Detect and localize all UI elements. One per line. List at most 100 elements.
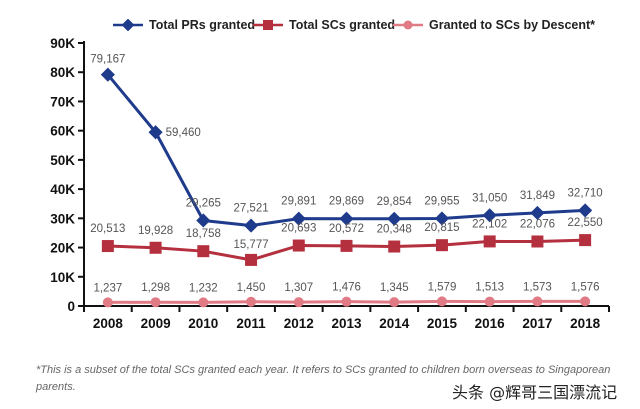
y-tick-label: 30K [50, 211, 75, 226]
y-tick-label: 70K [50, 94, 75, 109]
footnote: *This is a subset of the total SCs grant… [36, 364, 611, 393]
data-label: 20,693 [281, 223, 316, 235]
y-tick-label: 80K [50, 65, 75, 80]
axes: 0 10K 20K 30K 40K 50K 60K 70K 80K 90K 2008 2009 2010… [50, 36, 610, 331]
y-tick-label: 60K [50, 124, 75, 139]
legend-item-scs: Total SCs granted [253, 18, 395, 32]
series-0: 79,167 59,460 29,265 27,521 29,891 29,869 29,8… [90, 54, 603, 233]
data-point-circle [293, 297, 304, 308]
legend-item-prs: Total PRs granted [113, 18, 255, 32]
data-label: 19,928 [138, 225, 173, 237]
legend-square-marker-icon [253, 20, 283, 30]
data-label: 79,167 [90, 54, 125, 66]
data-label: 1,307 [284, 282, 313, 294]
data-point-circle [389, 297, 400, 308]
data-label: 1,345 [380, 282, 409, 294]
legend-label-descent: Granted to SCs by Descent* [429, 18, 596, 32]
data-point-circle [150, 297, 161, 308]
data-label: 59,460 [166, 127, 201, 139]
legend-item-descent: Granted to SCs by Descent* [393, 18, 595, 32]
legend-diamond-marker-icon [113, 19, 143, 31]
x-tick-label: 2016 [475, 316, 506, 331]
data-label: 1,237 [93, 282, 122, 294]
data-label: 27,521 [233, 203, 268, 215]
data-point-diamond [434, 211, 450, 226]
data-label: 29,955 [424, 195, 459, 207]
data-label: 22,550 [568, 217, 603, 229]
data-point-square [579, 234, 592, 247]
data-label: 15,777 [233, 239, 268, 251]
data-point-square [435, 239, 448, 252]
data-label: 31,849 [520, 190, 555, 202]
x-tick-label: 2011 [236, 316, 266, 331]
data-label: 1,450 [237, 282, 266, 294]
x-tick-label: 2018 [570, 316, 601, 331]
data-point-square [483, 235, 496, 248]
data-label: 32,710 [568, 187, 603, 199]
data-point-square [197, 245, 210, 258]
data-point-diamond [530, 205, 545, 221]
data-point-square [388, 240, 401, 253]
data-point-diamond [148, 125, 163, 140]
data-point-diamond [291, 211, 306, 226]
data-label: 20,572 [329, 223, 364, 235]
data-label: 29,265 [186, 197, 221, 209]
legend: Total PRs granted Total SCs granted Gran… [0, 18, 640, 40]
y-tick-label: 10K [50, 270, 75, 285]
data-point-circle [436, 296, 447, 307]
x-tick-label: 2008 [93, 316, 124, 331]
x-tick-label: 2013 [331, 316, 362, 331]
data-label: 20,815 [424, 222, 459, 234]
data-label: 22,102 [472, 218, 507, 230]
data-point-square [531, 235, 544, 248]
data-label: 20,348 [377, 224, 412, 236]
data-point-circle [484, 296, 495, 307]
data-point-circle [198, 297, 209, 308]
data-label: 1,513 [475, 282, 504, 294]
data-point-square [101, 240, 114, 253]
y-tick-label: 40K [50, 182, 75, 197]
data-point-square [340, 239, 353, 252]
data-label: 20,513 [90, 223, 125, 235]
legend-circle-marker-icon [393, 20, 423, 30]
data-label: 1,476 [332, 282, 361, 294]
data-point-square [292, 239, 305, 252]
data-point-diamond [196, 213, 211, 228]
x-tick-label: 2014 [379, 316, 410, 331]
y-tick-label: 50K [50, 153, 75, 168]
data-point-circle [341, 296, 352, 307]
y-tick-label: 20K [50, 241, 75, 256]
data-label: 18,758 [186, 228, 221, 240]
data-point-diamond [339, 211, 354, 226]
watermark: 头条 @辉哥三国漂流记 [452, 383, 618, 402]
data-label: 1,298 [141, 282, 170, 294]
x-tick-label: 2010 [188, 316, 218, 331]
series-layer: 79,167 59,460 29,265 27,521 29,891 29,869 29,8… [90, 54, 603, 308]
x-tick-label: 2009 [141, 316, 171, 331]
data-label: 1,232 [189, 282, 218, 294]
series-1: 20,513 19,928 18,758 15,777 20,693 20,572 20,3… [90, 217, 603, 266]
x-tick-label: 2012 [284, 316, 314, 331]
legend-label-scs: Total SCs granted [289, 18, 396, 32]
data-label: 29,854 [377, 196, 413, 208]
series-2: 1,237 1,298 1,232 1,450 1,307 1,476 1,345 1,579… [93, 281, 600, 308]
data-label: 22,076 [520, 218, 555, 230]
data-point-diamond [387, 211, 402, 226]
data-label: 1,573 [523, 281, 552, 293]
data-point-circle [246, 296, 257, 307]
x-tick-label: 2015 [427, 316, 458, 331]
data-point-diamond [243, 218, 259, 233]
data-point-diamond [578, 203, 593, 218]
data-point-circle [580, 296, 591, 307]
y-tick-label: 0 [67, 299, 75, 314]
data-label: 31,050 [472, 192, 507, 204]
y-tick-label: 90K [50, 36, 75, 51]
data-point-diamond [482, 208, 497, 223]
data-point-circle [102, 297, 113, 308]
data-point-square [245, 253, 258, 266]
data-point-circle [532, 296, 543, 307]
data-label: 29,891 [281, 196, 316, 208]
data-point-square [149, 241, 162, 254]
data-label: 29,869 [329, 196, 364, 208]
